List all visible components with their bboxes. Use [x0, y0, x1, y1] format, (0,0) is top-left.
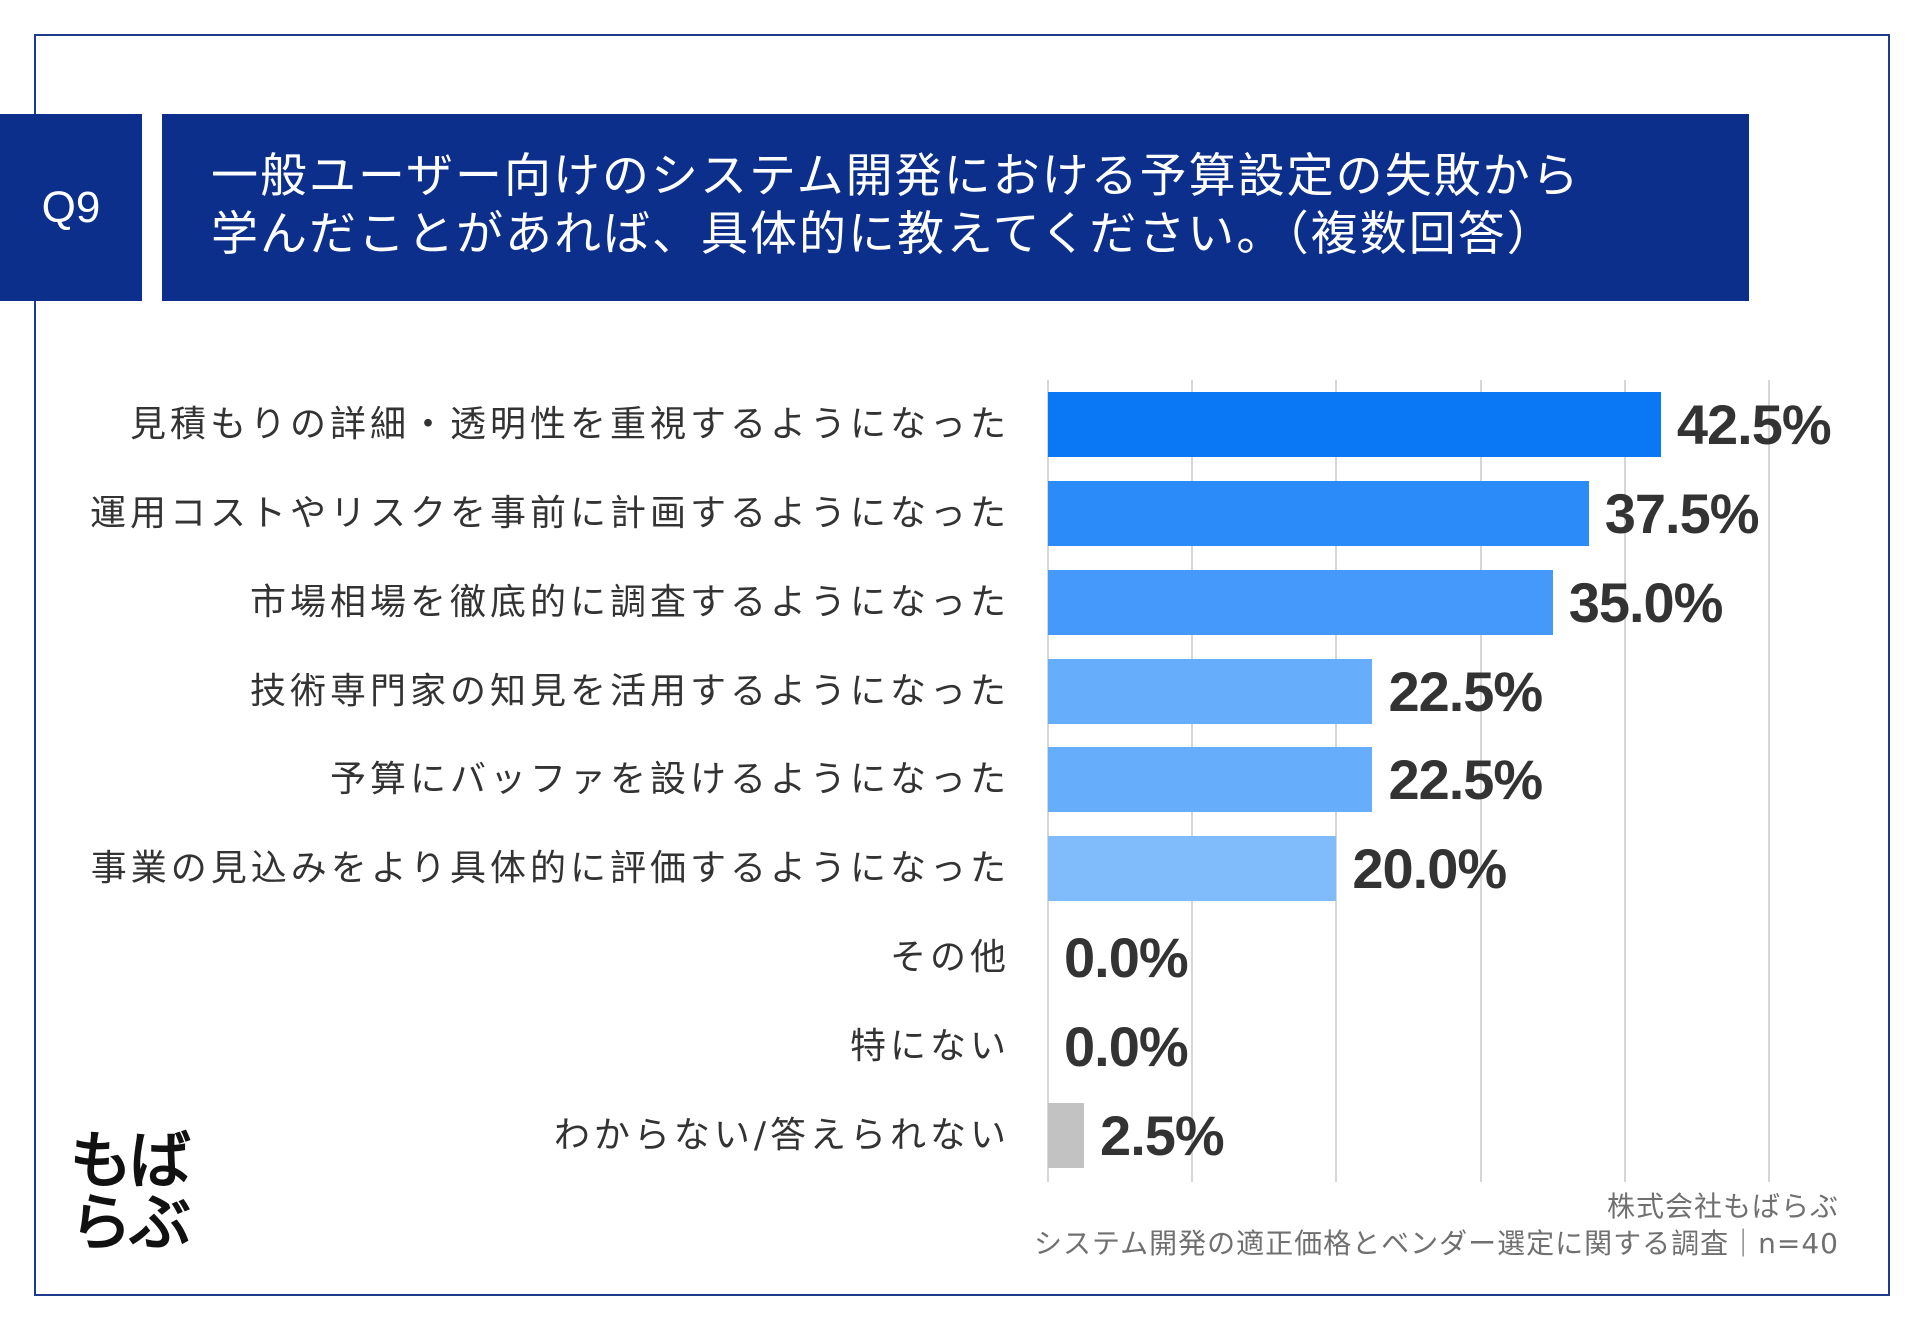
data-label: 2.5% [1100, 1103, 1225, 1167]
category-label: 事業の見込みをより具体的に評価するようになった [90, 848, 1010, 890]
logo-line-1: もば [70, 1124, 191, 1197]
data-label: 22.5% [1388, 659, 1543, 723]
bar [1048, 658, 1373, 724]
category-label: 技術専門家の知見を活用するようになった [249, 670, 1010, 712]
question-number: Q9 [41, 182, 101, 232]
bar [1048, 569, 1553, 635]
data-label: 22.5% [1388, 748, 1543, 812]
bar [1048, 392, 1661, 457]
source-footer: 株式会社もばらぶ システム開発の適正価格とベンダー選定に関する調査｜n=40 [1034, 1188, 1839, 1262]
data-label: 0.0% [1064, 1014, 1189, 1078]
data-label: 0.0% [1064, 926, 1189, 990]
category-label: 運用コストやリスクを事前に計画するようになった [89, 492, 1010, 534]
data-label: 42.5% [1676, 393, 1832, 456]
gridline [1623, 380, 1626, 1182]
frame-border [34, 34, 1890, 1296]
gridline [1768, 380, 1770, 1182]
data-label: 20.0% [1352, 837, 1507, 901]
bar [1048, 480, 1589, 546]
category-label: 市場相場を徹底的に調査するようになった [249, 581, 1010, 623]
question-title-line-2: 学んだことがあれば、具体的に教えてください。（複数回答） [211, 206, 1556, 262]
bar [1048, 1102, 1085, 1168]
bar [1048, 747, 1373, 813]
category-label: その他 [889, 937, 1010, 979]
bar [1048, 836, 1337, 902]
question-title-line-1: 一般ユーザー向けのシステム開発における予算設定の失敗から [211, 148, 1581, 204]
data-label: 37.5% [1604, 481, 1760, 545]
question-number-box: Q9 [0, 114, 142, 301]
gridline [1479, 380, 1482, 1182]
category-label: 予算にバッファを設けるようになった [329, 759, 1010, 801]
category-label: 見積もりの詳細・透明性を重視するようになった [129, 404, 1010, 445]
category-label: 特にない [849, 1025, 1010, 1067]
logo-line-2: らぶ [70, 1186, 191, 1259]
survey-note: システム開発の適正価格とベンダー選定に関する調査｜n=40 [1034, 1227, 1839, 1260]
category-label: わからない/答えられない [553, 1114, 1010, 1156]
data-label: 35.0% [1568, 570, 1724, 634]
question-title-box: 一般ユーザー向けのシステム開発における予算設定の失敗から 学んだことがあれば、具… [162, 114, 1749, 301]
mobarabu-logo: もば らぶ [70, 1124, 191, 1259]
company-name: 株式会社もばらぶ [1606, 1190, 1839, 1223]
